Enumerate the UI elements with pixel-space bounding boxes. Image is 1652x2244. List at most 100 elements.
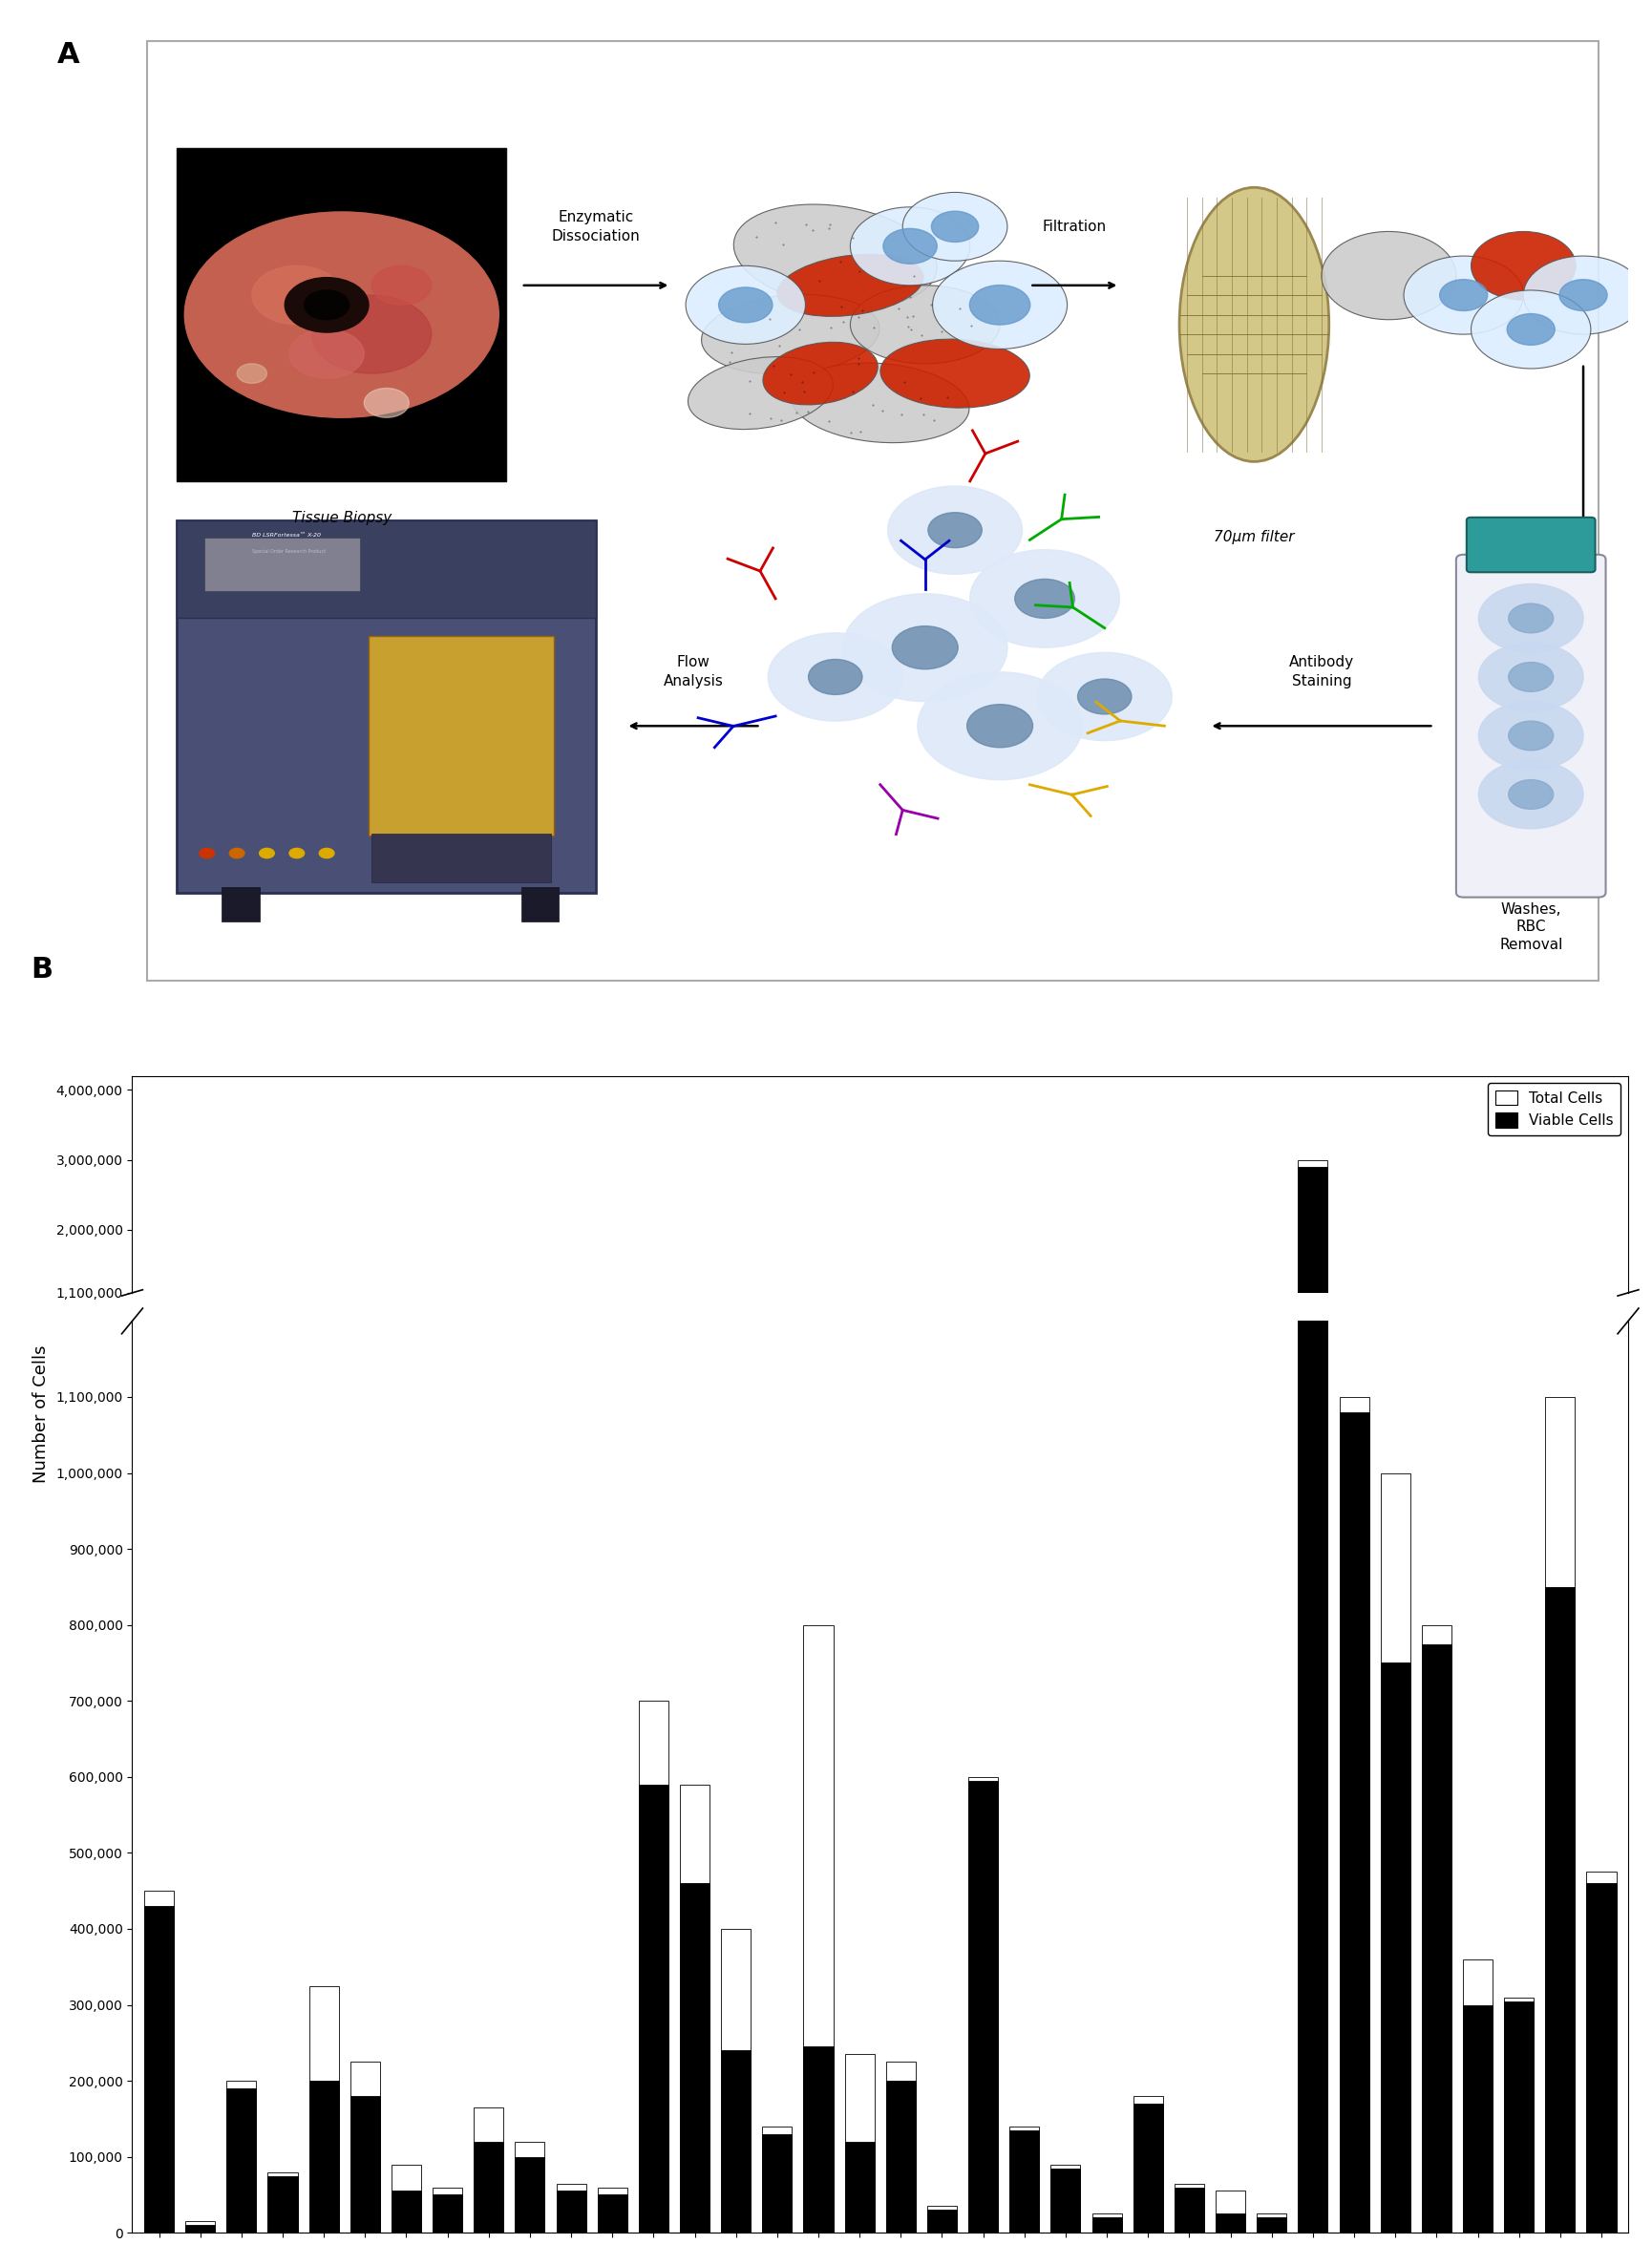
Bar bbox=[803, 2047, 833, 2233]
Bar bbox=[885, 2062, 915, 2233]
Bar bbox=[1009, 1360, 1039, 1369]
Bar bbox=[1503, 1349, 1533, 1369]
Bar bbox=[1338, 1411, 1368, 2233]
Bar bbox=[1297, 1167, 1327, 1369]
FancyBboxPatch shape bbox=[177, 521, 596, 619]
Bar bbox=[433, 1367, 463, 1369]
Bar bbox=[350, 1358, 380, 1369]
Bar bbox=[1009, 1360, 1039, 1369]
Circle shape bbox=[200, 848, 215, 857]
Circle shape bbox=[892, 626, 958, 669]
Bar bbox=[226, 1358, 256, 1369]
Bar bbox=[1462, 1959, 1492, 2233]
Bar bbox=[1586, 1337, 1616, 1369]
Bar bbox=[309, 1355, 339, 1369]
Bar bbox=[1545, 1293, 1574, 1369]
Circle shape bbox=[1479, 761, 1583, 828]
Circle shape bbox=[1508, 779, 1553, 810]
Text: 70μm filter: 70μm filter bbox=[1213, 530, 1294, 545]
Legend: Total Cells, Viable Cells: Total Cells, Viable Cells bbox=[1487, 1084, 1621, 1135]
Bar bbox=[1256, 2215, 1285, 2233]
Bar bbox=[144, 1337, 173, 1369]
Bar bbox=[350, 1353, 380, 1369]
Bar bbox=[968, 1782, 998, 2233]
Ellipse shape bbox=[733, 204, 937, 307]
Bar bbox=[679, 1328, 709, 1369]
Ellipse shape bbox=[687, 357, 833, 429]
Bar bbox=[968, 1328, 998, 1369]
Bar bbox=[515, 2156, 545, 2233]
FancyBboxPatch shape bbox=[520, 886, 558, 922]
Bar bbox=[638, 1701, 667, 2233]
Bar bbox=[1051, 1364, 1080, 1369]
Text: Washes,
RBC
Removal: Washes, RBC Removal bbox=[1498, 902, 1561, 951]
Circle shape bbox=[289, 848, 304, 857]
Bar bbox=[596, 1367, 626, 1369]
Bar bbox=[638, 1322, 667, 1369]
Text: Number of Cells: Number of Cells bbox=[33, 1344, 50, 1483]
Circle shape bbox=[1558, 280, 1606, 312]
Ellipse shape bbox=[763, 341, 877, 404]
Bar bbox=[720, 2051, 750, 2233]
Text: Tissue Biopsy: Tissue Biopsy bbox=[292, 512, 392, 525]
Bar bbox=[1462, 1344, 1492, 1369]
Text: Flow
Analysis: Flow Analysis bbox=[662, 655, 724, 689]
Bar bbox=[433, 2195, 463, 2233]
Bar bbox=[720, 1930, 750, 2233]
Bar bbox=[1256, 2217, 1285, 2233]
Bar bbox=[350, 2096, 380, 2233]
Bar bbox=[1051, 1364, 1080, 1369]
Circle shape bbox=[304, 289, 349, 319]
Ellipse shape bbox=[932, 260, 1067, 350]
Bar bbox=[1462, 2004, 1492, 2233]
Bar bbox=[596, 2188, 626, 2233]
Text: Special Order Research Product: Special Order Research Product bbox=[251, 550, 325, 554]
Circle shape bbox=[927, 512, 981, 548]
Bar bbox=[844, 1353, 874, 1369]
Bar bbox=[1545, 1398, 1574, 2233]
Bar bbox=[226, 2089, 256, 2233]
Bar bbox=[1379, 1317, 1409, 1369]
Bar bbox=[1214, 1367, 1244, 1369]
Bar bbox=[268, 2172, 297, 2233]
Bar bbox=[844, 2141, 874, 2233]
Ellipse shape bbox=[776, 254, 923, 316]
Circle shape bbox=[719, 287, 771, 323]
Circle shape bbox=[1439, 280, 1487, 312]
Bar bbox=[720, 1353, 750, 1369]
Circle shape bbox=[1508, 604, 1553, 633]
Bar bbox=[1462, 1349, 1492, 1369]
Bar bbox=[927, 2210, 957, 2233]
Bar bbox=[679, 1784, 709, 2233]
Bar bbox=[968, 1777, 998, 2233]
Bar bbox=[927, 2206, 957, 2233]
Bar bbox=[557, 2183, 585, 2233]
Circle shape bbox=[259, 848, 274, 857]
Circle shape bbox=[1077, 680, 1132, 714]
Bar bbox=[1051, 2165, 1080, 2233]
Bar bbox=[144, 1340, 173, 1369]
Bar bbox=[1214, 2190, 1244, 2233]
Bar bbox=[1379, 1299, 1409, 1369]
Bar bbox=[185, 2222, 215, 2233]
Bar bbox=[638, 1784, 667, 2233]
Bar bbox=[1297, 0, 1327, 2233]
Bar bbox=[803, 1353, 833, 1369]
Circle shape bbox=[319, 848, 334, 857]
Bar bbox=[1503, 1349, 1533, 1369]
Circle shape bbox=[363, 388, 408, 417]
Bar bbox=[596, 2195, 626, 2233]
Bar bbox=[515, 1362, 545, 1369]
Bar bbox=[392, 1364, 421, 1369]
FancyBboxPatch shape bbox=[177, 148, 506, 480]
FancyBboxPatch shape bbox=[368, 635, 553, 835]
Bar bbox=[557, 2190, 585, 2233]
FancyBboxPatch shape bbox=[1465, 518, 1594, 572]
Circle shape bbox=[970, 550, 1118, 649]
Text: B: B bbox=[30, 956, 53, 985]
Ellipse shape bbox=[791, 364, 968, 442]
Bar bbox=[474, 2141, 504, 2233]
FancyBboxPatch shape bbox=[203, 539, 360, 590]
Bar bbox=[885, 2080, 915, 2233]
Bar bbox=[1421, 1313, 1450, 1369]
